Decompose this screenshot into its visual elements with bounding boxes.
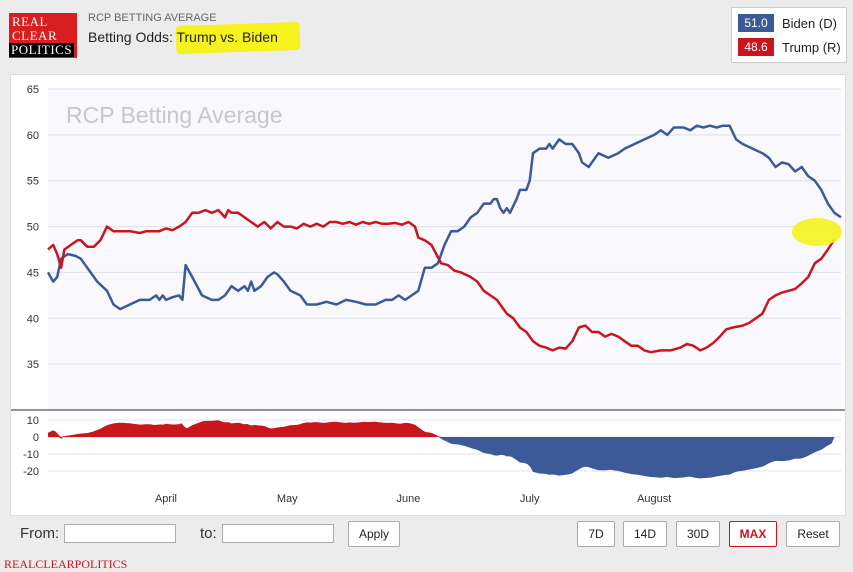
y-tick-label: 65 (27, 84, 39, 96)
legend-biden: 51.0 Biden (D) (738, 14, 837, 32)
trump-lead-area (48, 420, 835, 437)
y-tick-label: 35 (27, 359, 39, 371)
range-30d-button[interactable]: 30D (676, 521, 720, 547)
legend-trump-label: Trump (R) (782, 39, 841, 55)
y-tick-label: 60 (27, 130, 39, 142)
plot-background (48, 89, 841, 410)
legend-trump: 48.6 Trump (R) (738, 38, 841, 56)
chart-title: RCP Betting Average (66, 102, 283, 128)
range-7d-button[interactable]: 7D (577, 521, 615, 547)
range-max-button[interactable]: MAX (729, 521, 777, 547)
y-tick-label: 45 (27, 267, 39, 279)
chart-subtitle: RCP BETTING AVERAGE (88, 12, 217, 24)
series-line-biden (46, 124, 842, 311)
month-label: May (277, 493, 298, 505)
series-line-trump (47, 208, 836, 354)
logo-line-3: POLITICS (9, 42, 75, 57)
rcp-logo[interactable]: REAL CLEAR POLITICS (9, 13, 77, 58)
apply-button[interactable]: Apply (348, 521, 400, 547)
to-label: to: (200, 525, 217, 542)
month-label: April (155, 493, 177, 505)
logo-line-2: CLEAR (12, 28, 58, 43)
reset-button[interactable]: Reset (786, 521, 840, 547)
from-date-input[interactable] (64, 524, 176, 543)
header: REAL CLEAR POLITICS RCP BETTING AVERAGE … (0, 0, 853, 70)
date-controls: From: to: Apply 7D 14D 30D MAX Reset (0, 516, 853, 554)
y-tick-label: 50 (27, 222, 39, 234)
legend-biden-value: 51.0 (738, 14, 774, 32)
chart-page-title: Betting Odds: Trump vs. Biden (88, 29, 278, 45)
month-label: July (520, 493, 540, 505)
diff-tick-label: -20 (23, 466, 39, 478)
chart-svg[interactable]: 35 40 45 50 55 60 65 RCP Betting Average 10 0 -10 -… (11, 75, 845, 515)
y-tick-label: 40 (27, 313, 39, 325)
diff-tick-label: 10 (27, 415, 39, 427)
biden-lead-area (48, 437, 835, 479)
y-tick-label: 55 (27, 176, 39, 188)
month-label: August (637, 493, 671, 505)
chart-container: 35 40 45 50 55 60 65 RCP Betting Average 10 0 -10 -… (10, 74, 846, 516)
diff-tick-label: 0 (33, 432, 39, 444)
legend: 51.0 Biden (D) 48.6 Trump (R) (731, 7, 847, 63)
from-label: From: (20, 525, 60, 542)
diff-tick-label: -10 (23, 449, 39, 461)
footer-brand[interactable]: REALCLEARPOLITICS (4, 557, 128, 571)
legend-trump-value: 48.6 (738, 38, 774, 56)
highlight-mark-end (792, 218, 842, 246)
range-14d-button[interactable]: 14D (623, 521, 667, 547)
month-label: June (397, 493, 421, 505)
legend-biden-label: Biden (D) (782, 15, 837, 31)
logo-line-1: REAL (12, 14, 48, 29)
to-date-input[interactable] (222, 524, 334, 543)
